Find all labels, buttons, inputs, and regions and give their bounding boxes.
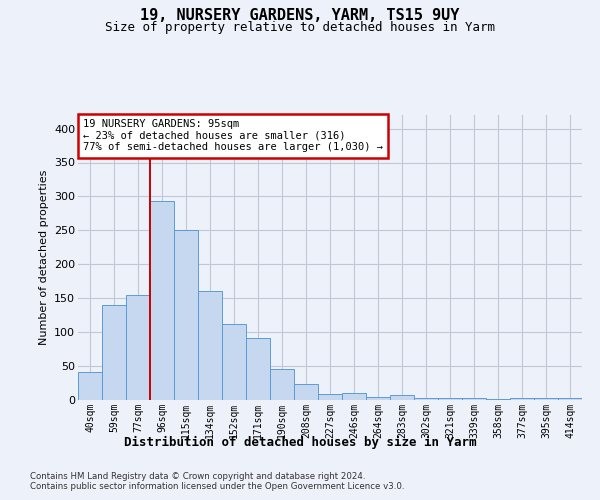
Text: Contains HM Land Registry data © Crown copyright and database right 2024.: Contains HM Land Registry data © Crown c… (30, 472, 365, 481)
Bar (366, 396, 390, 400)
Bar (126, 295, 150, 400)
Y-axis label: Number of detached properties: Number of detached properties (38, 170, 49, 345)
Bar (198, 292, 222, 400)
Text: 19 NURSERY GARDENS: 95sqm
← 23% of detached houses are smaller (316)
77% of semi: 19 NURSERY GARDENS: 95sqm ← 23% of detac… (83, 120, 383, 152)
Bar (270, 369, 294, 400)
Bar (510, 398, 534, 400)
Bar (414, 398, 438, 400)
Text: Contains public sector information licensed under the Open Government Licence v3: Contains public sector information licen… (30, 482, 404, 491)
Bar (462, 398, 486, 400)
Bar (78, 372, 102, 400)
Bar (390, 394, 414, 400)
Bar (558, 398, 582, 400)
Bar (246, 338, 270, 400)
Text: Size of property relative to detached houses in Yarm: Size of property relative to detached ho… (105, 21, 495, 34)
Bar (486, 398, 510, 400)
Bar (438, 398, 462, 400)
Bar (174, 230, 198, 400)
Bar (150, 201, 174, 400)
Bar (318, 394, 342, 400)
Bar (534, 398, 558, 400)
Bar (222, 324, 246, 400)
Bar (294, 384, 318, 400)
Text: Distribution of detached houses by size in Yarm: Distribution of detached houses by size … (124, 436, 476, 449)
Text: 19, NURSERY GARDENS, YARM, TS15 9UY: 19, NURSERY GARDENS, YARM, TS15 9UY (140, 8, 460, 22)
Bar (342, 393, 366, 400)
Bar (102, 305, 126, 400)
